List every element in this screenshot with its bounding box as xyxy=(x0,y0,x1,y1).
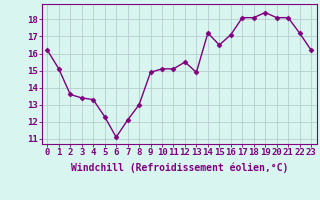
X-axis label: Windchill (Refroidissement éolien,°C): Windchill (Refroidissement éolien,°C) xyxy=(70,163,288,173)
